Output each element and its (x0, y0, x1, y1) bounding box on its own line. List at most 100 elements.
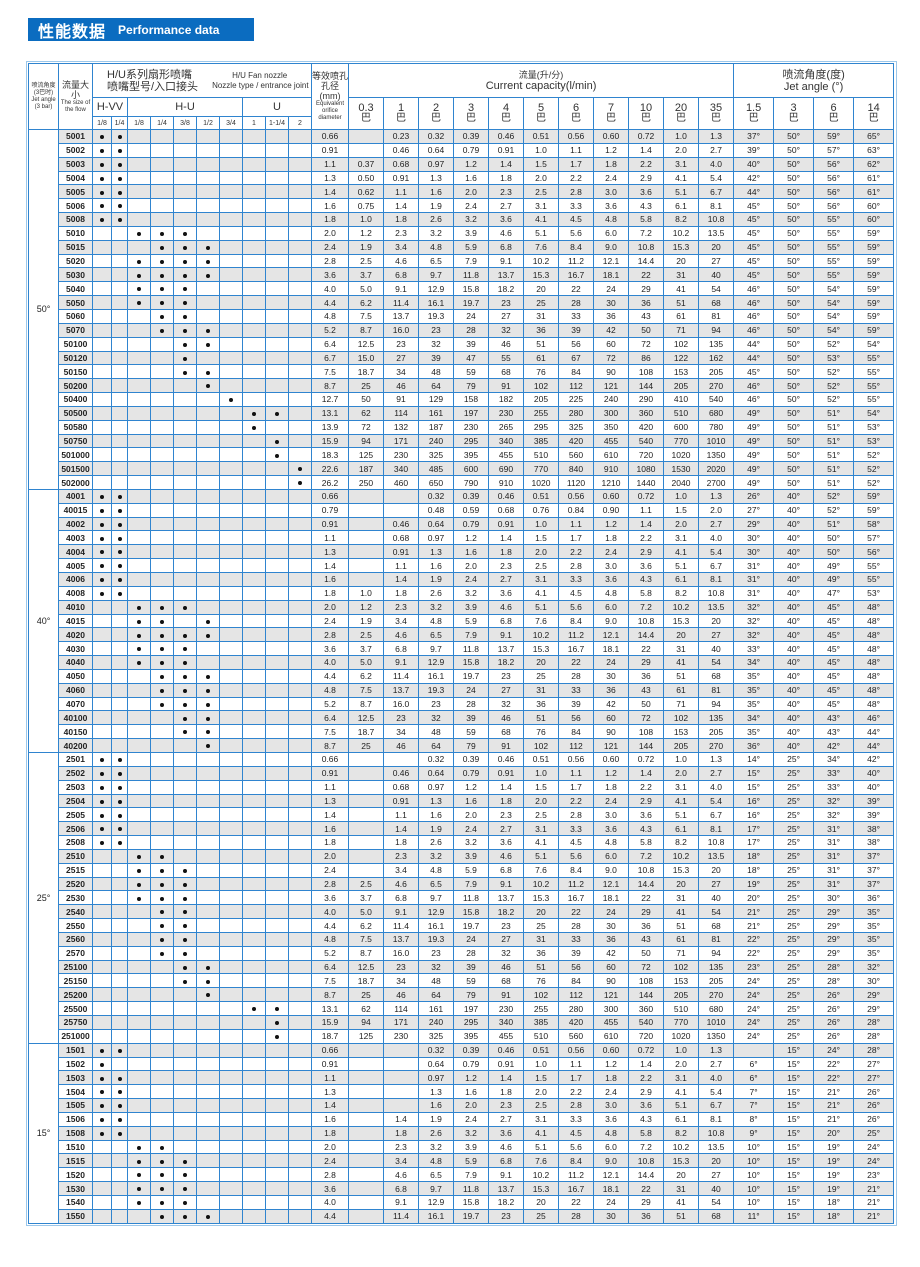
capacity-value: 54 (697, 281, 735, 297)
nozzle-availability-cell (265, 1208, 289, 1224)
capacity-value (348, 558, 384, 573)
nozzle-availability-cell (219, 156, 243, 172)
nozzle-availability-cell (92, 904, 112, 920)
jet-angle-value: 43° (813, 710, 855, 726)
capacity-value: 7.9 (453, 627, 489, 643)
nozzle-availability-cell (242, 1084, 266, 1100)
capacity-value: 18.7 (348, 364, 384, 380)
jet-angle-value: 55° (853, 378, 895, 394)
capacity-value: 0.79 (453, 765, 489, 781)
nozzle-availability-cell (196, 572, 220, 587)
capacity-value: 15.8 (453, 281, 489, 297)
nozzle-availability-cell (150, 322, 174, 338)
capacity-value: 20 (523, 281, 559, 297)
capacity-value: 24 (593, 281, 629, 297)
jet-angle-value: 28° (853, 1028, 895, 1044)
nozzle-availability-cell (127, 668, 151, 684)
nozzle-availability-cell (127, 1084, 151, 1100)
capacity-value: 3.3 (558, 198, 594, 214)
nozzle-availability-cell (92, 170, 112, 186)
nozzle-availability-cell (219, 751, 243, 767)
jet-angle-value: 21° (853, 1181, 895, 1196)
available-dot-icon (183, 370, 187, 375)
capacity-value: 910 (488, 475, 524, 490)
orifice-diameter: 4.8 (311, 308, 349, 324)
jet-angle-value: 63° (853, 142, 895, 158)
capacity-value: 0.79 (453, 142, 489, 158)
nozzle-availability-cell (288, 392, 312, 407)
nozzle-availability-cell (111, 129, 128, 144)
available-dot-icon (100, 771, 104, 776)
capacity-value: 48 (418, 364, 454, 380)
capacity-value: 0.90 (593, 502, 629, 518)
nozzle-availability-cell (111, 890, 128, 906)
jet-angle-value: 25° (773, 793, 815, 809)
available-dot-icon (183, 675, 187, 680)
jet-angle-value: 40° (773, 502, 815, 518)
capacity-value: 2.4 (453, 572, 489, 587)
nozzle-availability-cell (196, 267, 220, 283)
capacity-value: 2.0 (453, 558, 489, 573)
capacity-value: 68 (488, 364, 524, 380)
nozzle-availability-cell (173, 848, 197, 864)
jet-angle-value: 59° (853, 253, 895, 269)
capacity-value: 7.9 (453, 253, 489, 269)
nozzle-availability-cell (173, 779, 197, 795)
available-dot-icon (160, 259, 164, 264)
capacity-value: 12.9 (418, 281, 454, 297)
nozzle-availability-cell (111, 502, 128, 518)
pressure-value: 6 (572, 102, 580, 114)
jet-angle-value: 15° (773, 1056, 815, 1072)
capacity-value: 31 (663, 890, 699, 906)
available-dot-icon (117, 1076, 122, 1081)
capacity-value: 112 (558, 738, 594, 753)
capacity-value: 6.0 (593, 599, 629, 615)
capacity-value: 50 (348, 392, 384, 407)
table-row: 1505 1.4 1.6 2.0 2.3 2.5 2.8 3.0 3.6 5.1 6.7 7° 15° 2… (29, 1098, 895, 1113)
available-dot-icon (160, 688, 164, 693)
capacity-value: 84 (558, 724, 594, 740)
nozzle-availability-cell (173, 724, 197, 740)
nozzle-availability-cell (173, 1084, 197, 1100)
capacity-value: 16.7 (558, 641, 594, 657)
available-dot-icon (137, 1201, 141, 1206)
available-dot-icon (137, 232, 141, 237)
capacity-value: 33 (558, 308, 594, 324)
angle-pressure-header: 14 巴 (853, 97, 895, 130)
available-dot-icon (160, 315, 164, 320)
nozzle-availability-cell (219, 198, 243, 214)
capacity-value: 0.59 (453, 502, 489, 518)
orifice-diameter: 5.2 (311, 945, 349, 961)
available-dot-icon (137, 1173, 141, 1178)
capacity-value: 32 (418, 959, 454, 975)
nozzle-availability-cell (265, 1084, 289, 1100)
nozzle-availability-cell (196, 156, 220, 172)
capacity-value: 18.1 (593, 267, 629, 283)
jet-angle-value: 31° (813, 821, 855, 837)
table-row: 1503 1.1 0.97 1.2 1.4 1.5 1.7 1.8 2.2 3.1 4.0 6° 15°… (29, 1070, 895, 1086)
capacity-value: 1350 (697, 447, 735, 463)
capacity-value: 0.68 (488, 502, 524, 518)
nozzle-availability-cell (265, 599, 289, 615)
jet-angle-value: 24° (733, 987, 775, 1003)
nozzle-availability-cell (219, 129, 243, 144)
capacity-value: 2.2 (558, 793, 594, 809)
nozzle-availability-cell (150, 1098, 174, 1113)
orifice-diameter: 2.4 (311, 239, 349, 255)
capacity-value: 0.91 (488, 516, 524, 532)
orifice-diameter: 1.6 (311, 198, 349, 214)
nozzle-availability-cell (111, 1139, 128, 1155)
nozzle-availability-cell (265, 461, 289, 477)
capacity-value: 9.7 (418, 267, 454, 283)
table-row: 15° 1501 0.66 0.32 0.39 0.46 0.51 0.56 0.60 0.72 1… (28, 1042, 895, 1224)
capacity-value: 4.3 (628, 1111, 664, 1127)
nozzle-availability-cell (265, 1070, 289, 1086)
nozzle-availability-cell (265, 779, 289, 795)
nozzle-type-header: H/U系列扇形喷嘴 喷嘴型号/入口接头 H/U Fan nozzle Nozzl… (92, 63, 312, 98)
orifice-diameter: 1.4 (311, 807, 349, 823)
capacity-value: 4.6 (383, 876, 419, 892)
nozzle-availability-cell (219, 862, 243, 878)
capacity-value: 0.37 (348, 156, 384, 172)
flow-size: 1502 (58, 1056, 93, 1072)
capacity-value: 102 (663, 959, 699, 975)
